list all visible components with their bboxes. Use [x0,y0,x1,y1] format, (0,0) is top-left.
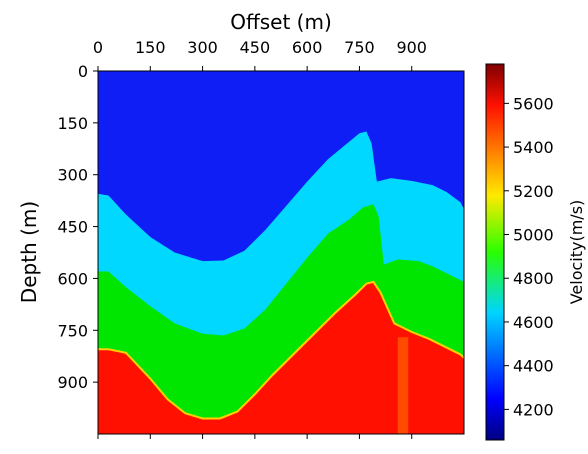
x-tick-label: 150 [135,38,166,57]
anomaly-zone [397,337,409,434]
x-tick-label: 750 [344,38,375,57]
colorbar-tick-label: 5400 [513,138,554,157]
colorbar-tick-label: 4800 [513,269,554,288]
y-tick-label: 600 [57,269,88,288]
x-tick-label: 600 [292,38,323,57]
colorbar-tick-label: 4200 [513,400,554,419]
plot-area [97,70,465,435]
x-tick-label: 0 [93,38,103,57]
x-tick-label: 450 [240,38,271,57]
x-axis-label: Offset (m) [230,10,332,34]
colorbar-tick-label: 5200 [513,182,554,201]
interface-edge [98,280,464,420]
x-axis: 0 150 300 450 600 750 900 [93,38,427,439]
colorbar-frame [485,63,505,441]
y-tick-label: 150 [57,114,88,133]
y-tick-label: 450 [57,218,88,237]
colorbar-tick-label: 5000 [513,226,554,245]
y-tick-label: 900 [57,373,88,392]
y-axis: 0 150 300 450 600 750 900 [57,62,98,392]
colorbar-ticks: 4200 4400 4600 4800 5000 5200 5400 5600 [504,94,554,419]
plot-frame [97,70,465,435]
y-tick-label: 750 [57,321,88,340]
x-tick-label: 300 [187,38,218,57]
colorbar: 4200 4400 4600 4800 5000 5200 5400 5600 Velocit… [485,63,586,441]
colorbar-tick-label: 5600 [513,94,554,113]
velocity-layers [98,71,464,434]
colorbar-tick-label: 4400 [513,357,554,376]
y-tick-label: 300 [57,166,88,185]
colorbar-tick-label: 4600 [513,313,554,332]
layer-4 [98,281,464,434]
x-tick-label: 900 [396,38,427,57]
colorbar-gradient [486,64,504,440]
y-tick-label: 0 [78,62,88,81]
colorbar-label: Velocity(m/s) [567,200,586,305]
y-axis-label: Depth (m) [17,201,41,303]
